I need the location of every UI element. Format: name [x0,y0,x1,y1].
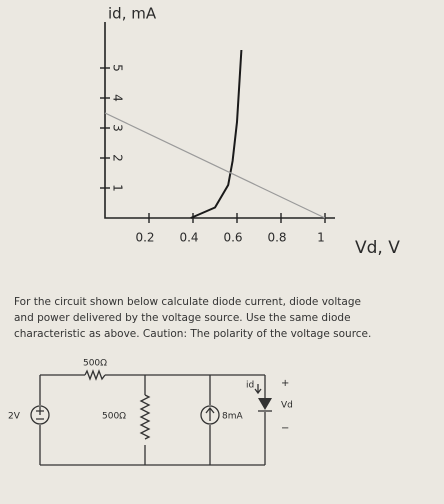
data-line [104,112,326,219]
x-tick-label: 0.6 [223,231,242,245]
y-axis-label: id, mA [108,5,157,23]
chart: id, mA Vd, V [104,5,400,258]
diode-voltage-label: Vd [281,401,293,411]
diode-current-label: id [246,381,254,391]
plus-label: + [281,378,289,389]
current-source [200,405,220,425]
minus-label: − [281,423,289,434]
problem-line: and power delivered by the voltage sourc… [14,312,351,324]
series-resistor-label: 500Ω [83,359,107,369]
x-tick-label: 1 [317,231,325,245]
y-tick-label: 5 [111,64,125,72]
y-tick-label: 1 [111,184,125,192]
x-tick-label: 0.2 [135,231,154,245]
series-resistor [84,369,106,381]
x-tick-label: 0.4 [179,231,198,245]
y-tick-label: 3 [111,124,125,132]
x-axis-label: Vd, V [355,238,400,258]
y-tick-label: 2 [111,154,125,162]
shunt-resistor [139,394,151,440]
diode [258,398,272,410]
axes [104,22,335,219]
problem-line: characteristic as above. Caution: The po… [14,328,371,340]
x-tick-label: 0.8 [267,231,286,245]
y-tick-label: 4 [111,94,125,102]
problem-line: For the circuit shown below calculate di… [14,296,361,308]
circuit [30,369,272,466]
voltage-source [30,405,50,425]
current-source-label: 8mA [222,412,243,422]
source-label: 2V [8,412,21,422]
shunt-resistor-label: 500Ω [102,412,126,422]
data-line [190,49,243,219]
